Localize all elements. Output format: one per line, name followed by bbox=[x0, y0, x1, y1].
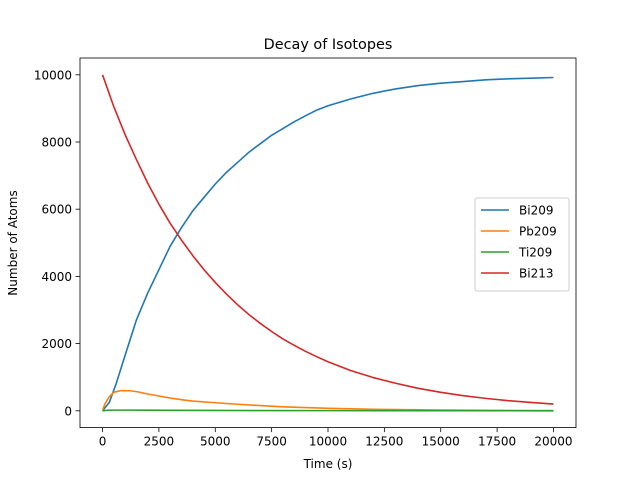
y-axis: 0 2000 4000 6000 8000 10000 bbox=[34, 68, 80, 418]
legend-label-pb209: Pb209 bbox=[519, 225, 557, 239]
x-tick-label: 0 bbox=[99, 435, 107, 449]
x-axis: 0 2500 5000 7500 10000 12500 15000 17500 20000 bbox=[99, 427, 573, 449]
series-layer bbox=[101, 74, 554, 412]
legend-box bbox=[474, 197, 570, 292]
x-tick-label: 17500 bbox=[478, 435, 516, 449]
x-tick-label: 12500 bbox=[365, 435, 403, 449]
x-axis-title: Time (s) bbox=[303, 457, 353, 471]
y-axis-title: Number of Atoms bbox=[6, 190, 20, 295]
x-tick-label: 5000 bbox=[200, 435, 231, 449]
series-line-bi213 bbox=[101, 74, 554, 405]
x-tick-label: 10000 bbox=[309, 435, 347, 449]
y-tick-label: 2000 bbox=[41, 337, 72, 351]
chart-title: Decay of Isotopes bbox=[264, 37, 393, 53]
y-tick-label: 8000 bbox=[41, 136, 72, 150]
x-tick-label: 2500 bbox=[144, 435, 175, 449]
x-tick-label: 15000 bbox=[422, 435, 460, 449]
x-tick-label: 7500 bbox=[256, 435, 287, 449]
series-line-bi209 bbox=[101, 76, 554, 412]
y-tick-label: 4000 bbox=[41, 270, 72, 284]
series-line-ti209 bbox=[102, 409, 554, 412]
legend: Bi209 Pb209 Ti209 Bi213 bbox=[474, 197, 570, 292]
y-tick-label: 0 bbox=[64, 404, 72, 418]
legend-label-bi209: Bi209 bbox=[519, 204, 553, 218]
legend-label-bi213: Bi213 bbox=[519, 267, 553, 281]
y-tick-label: 6000 bbox=[41, 203, 72, 217]
legend-label-ti209: Ti209 bbox=[518, 246, 552, 260]
x-tick-label: 20000 bbox=[534, 435, 572, 449]
y-tick-label: 10000 bbox=[34, 68, 72, 82]
